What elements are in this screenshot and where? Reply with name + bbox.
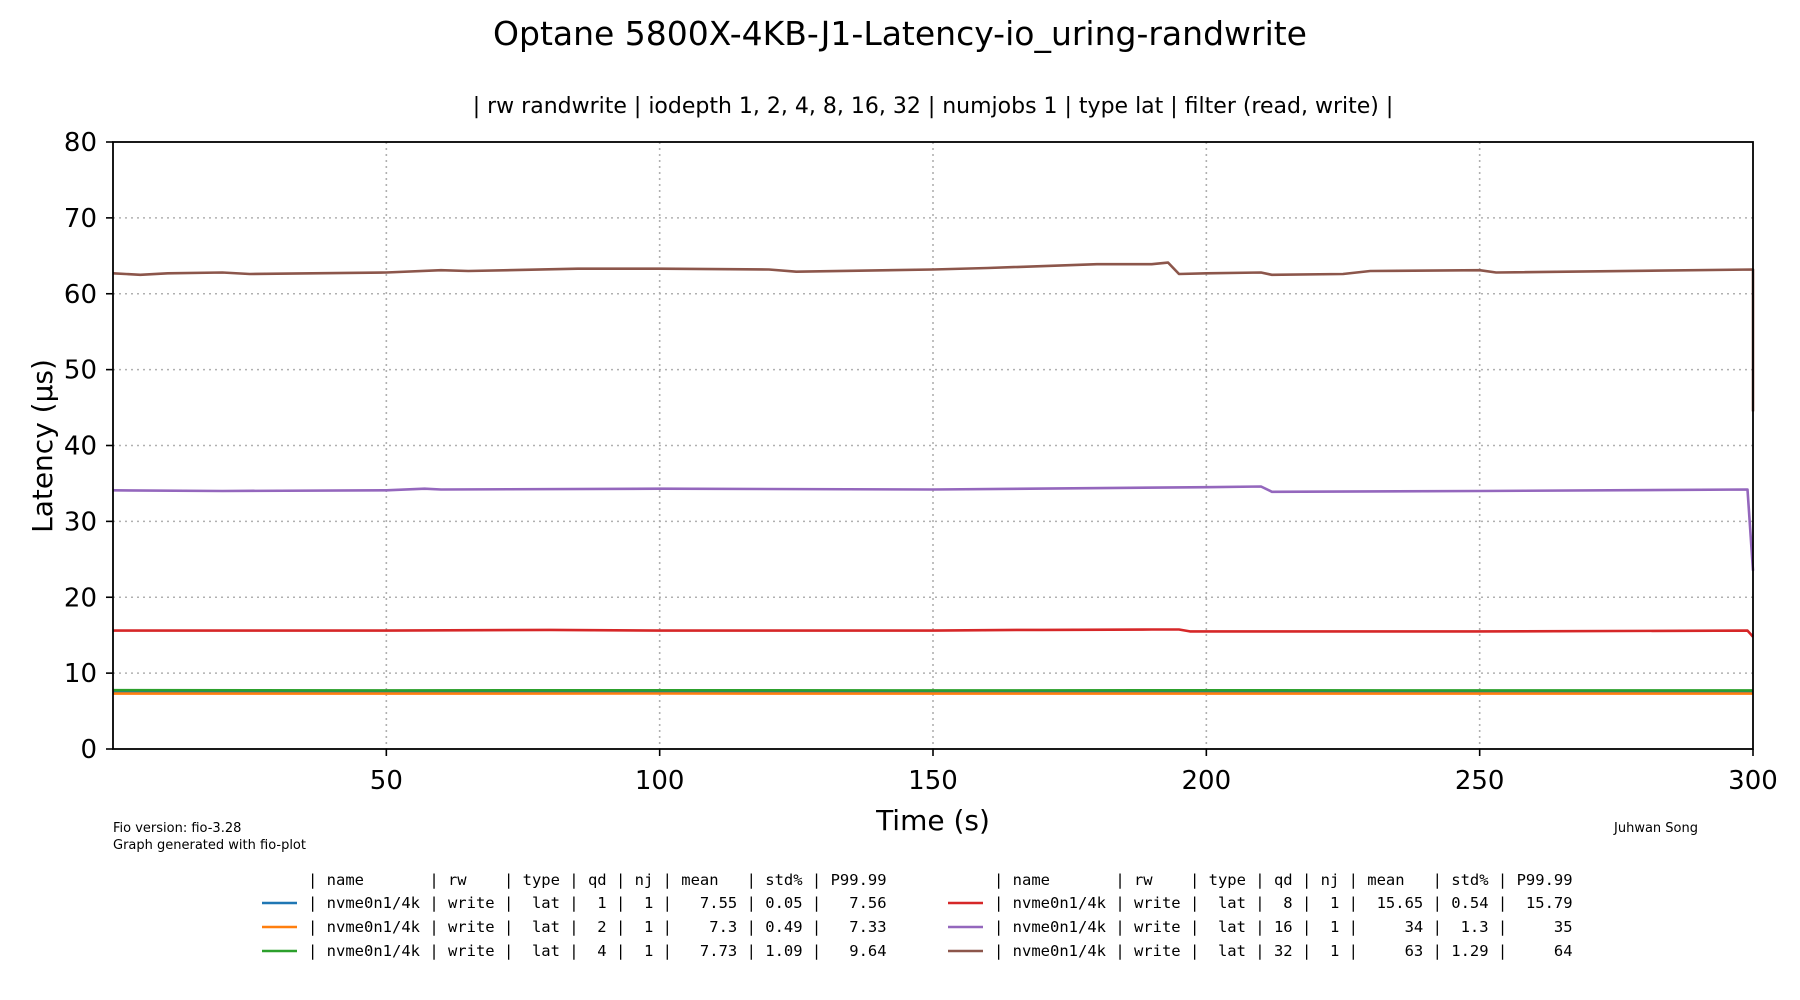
legend-entry: | nvme0n1/4k | write | lat | 2 | 1 | 7.3… (308, 918, 887, 936)
axis-ticks: 50 100 150 200 250 300 0 10 20 30 40 50 60 70 80 (64, 128, 1778, 796)
y-tick-label: 70 (64, 204, 97, 234)
series-line-4 (113, 628, 1754, 638)
y-tick-label: 60 (64, 280, 97, 310)
y-tick-label: 0 (80, 735, 97, 765)
y-tick-label: 10 (64, 659, 97, 689)
legend-entry: | nvme0n1/4k | write | lat | 1 | 1 | 7.5… (308, 894, 887, 912)
y-tick-label: 50 (64, 356, 97, 386)
grid (113, 142, 1753, 749)
legend-entry: | nvme0n1/4k | write | lat | 8 | 1 | 15.… (994, 894, 1573, 912)
legend-entry: | nvme0n1/4k | write | lat | 4 | 1 | 7.7… (308, 942, 887, 960)
x-tick-label: 100 (635, 766, 685, 796)
x-axis-label: Time (s) (875, 804, 990, 837)
chart-subtitle: | rw randwrite | iodepth 1, 2, 4, 8, 16,… (473, 94, 1394, 119)
series-line-5 (112, 485, 1755, 571)
legend-entry: | nvme0n1/4k | write | lat | 16 | 1 | 34… (994, 918, 1573, 936)
legend-entry: | nvme0n1/4k | write | lat | 32 | 1 | 63… (994, 942, 1573, 960)
y-tick-label: 30 (64, 507, 97, 537)
y-tick-label: 20 (64, 583, 97, 613)
generated-note: Graph generated with fio-plot (113, 838, 306, 853)
x-tick-label: 150 (908, 766, 958, 796)
legend-header-right: | name | rw | type | qd | nj | mean | st… (994, 871, 1573, 889)
y-tick-label: 80 (64, 128, 97, 158)
x-tick-label: 300 (1728, 766, 1778, 796)
author-note: Juhwan Song (1613, 821, 1698, 836)
x-tick-label: 200 (1182, 766, 1232, 796)
fio-version-note: Fio version: fio-3.28 (113, 821, 241, 836)
series-line-6 (112, 261, 1755, 412)
legend-header-left: | name | rw | type | qd | nj | mean | st… (308, 871, 887, 889)
series-lines (112, 261, 1755, 695)
y-axis-label: Latency (µs) (26, 359, 59, 533)
chart-title: Optane 5800X-4KB-J1-Latency-io_uring-ran… (493, 14, 1307, 53)
x-tick-label: 50 (370, 766, 403, 796)
y-tick-label: 40 (64, 432, 97, 462)
legend: | name | rw | type | qd | nj | mean | st… (262, 871, 1573, 960)
x-tick-label: 250 (1455, 766, 1505, 796)
